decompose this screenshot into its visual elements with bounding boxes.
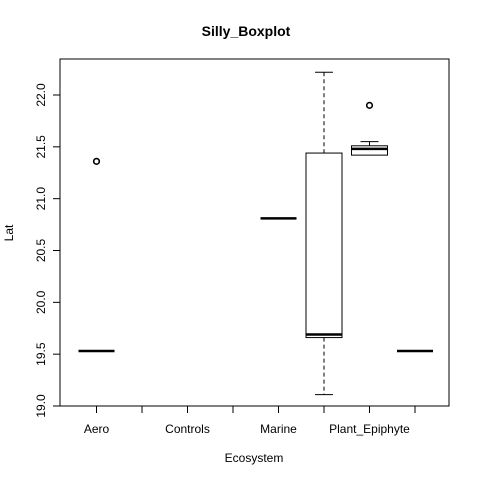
y-tick-label: 22.0 [34,83,48,107]
box-aero [78,157,115,353]
x-tick-label: Plant_Epiphyte [329,422,410,436]
chart-title: Silly_Boxplot [202,23,291,39]
box-plant-endophyte [305,71,343,396]
y-tick-label: 21.0 [34,187,48,211]
box-plant-epiphyte [351,101,388,156]
x-tick-label: Marine [260,422,297,436]
outlier-point [92,157,101,165]
box-body [305,152,343,339]
x-axis-label: Ecosystem [225,451,284,465]
boxes-layer [78,71,433,396]
x-tick-label: Controls [165,422,210,436]
x-tick-label: Aero [84,422,110,436]
y-axis: 19.0 19.5 20.0 20.5 21.0 21.5 22.0 [34,83,61,418]
box-body [351,145,388,156]
y-tick-label: 20.5 [34,238,48,262]
y-tick-label: 20.0 [34,290,48,314]
y-tick-label: 19.0 [34,394,48,418]
outlier-point [365,101,374,109]
y-axis-label: Lat [2,224,16,241]
plot-frame [59,58,450,407]
y-tick-label: 19.5 [34,342,48,366]
x-axis: Aero Controls Marine Plant_Epiphyte [84,405,416,436]
y-tick-label: 21.5 [34,135,48,159]
